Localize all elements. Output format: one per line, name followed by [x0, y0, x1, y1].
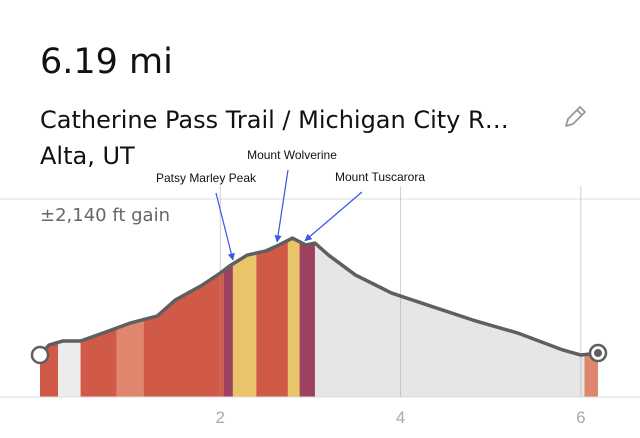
slope-segment — [116, 238, 144, 397]
elevation-line — [38, 236, 599, 357]
x-tick-label: 2 — [216, 408, 225, 427]
slope-segment — [256, 238, 288, 397]
peak-arrow — [274, 169, 289, 243]
location: Alta, UT — [40, 142, 135, 170]
slope-segment — [80, 238, 117, 397]
x-tick-label: 4 — [396, 408, 405, 427]
elevation-gain: ±2,140 ft gain — [40, 205, 170, 226]
slope-segment — [232, 238, 257, 397]
peak-label: Patsy Marley Peak — [156, 171, 257, 185]
slope-segment — [58, 238, 81, 397]
x-tick-label: 6 — [576, 408, 585, 427]
slope-segment — [143, 238, 224, 397]
peak-arrow — [215, 192, 235, 261]
distance: 6.19 mi — [40, 42, 173, 82]
end-point-dot — [594, 349, 602, 358]
peak-arrow — [304, 191, 363, 242]
slope-segment — [299, 238, 315, 397]
slope-segment — [584, 238, 598, 397]
peak-label: Mount Tuscarora — [335, 170, 425, 184]
slope-segment — [40, 238, 59, 397]
trail-title: Catherine Pass Trail / Michigan City R… — [40, 106, 509, 134]
slope-segment — [223, 238, 233, 397]
peak-label: Mount Wolverine — [247, 148, 337, 162]
start-point — [30, 345, 50, 365]
slope-segment — [287, 238, 300, 397]
edit-button[interactable] — [562, 104, 588, 130]
